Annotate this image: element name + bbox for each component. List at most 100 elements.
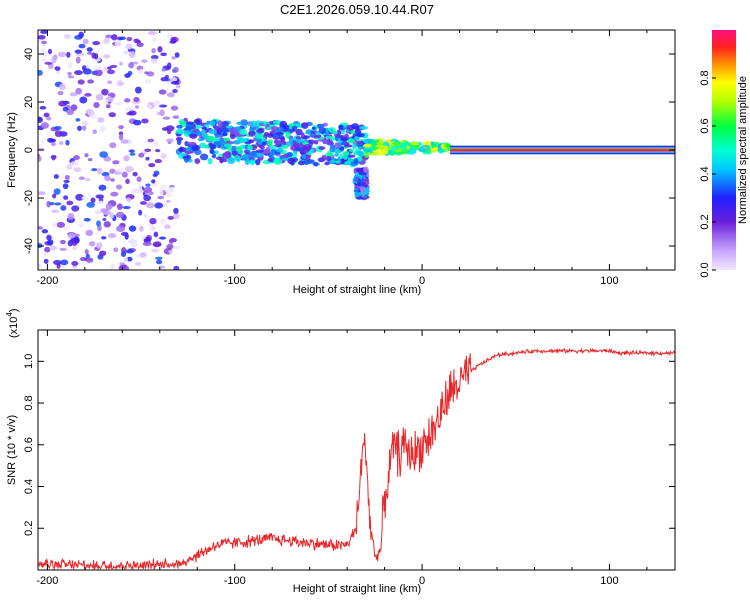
heatmap-cell bbox=[160, 52, 167, 57]
heatmap-cell bbox=[159, 109, 165, 117]
heatmap-cell bbox=[147, 31, 157, 35]
heatmap-cell bbox=[160, 153, 167, 159]
heatmap-cell bbox=[167, 215, 174, 220]
heatmap-cell bbox=[185, 121, 195, 125]
heatmap-cell bbox=[75, 193, 84, 201]
heatmap-cell bbox=[225, 125, 233, 129]
heatmap-cell bbox=[97, 200, 105, 205]
heatmap-cell bbox=[171, 56, 177, 60]
y-tick-label: 0.6 bbox=[23, 437, 35, 452]
heatmap-cell bbox=[235, 146, 243, 152]
x-tick-label: 100 bbox=[600, 575, 618, 587]
heatmap-cell bbox=[133, 96, 140, 103]
heatmap-cell bbox=[153, 231, 159, 238]
heatmap-cell bbox=[103, 221, 111, 228]
heatmap-cell bbox=[160, 76, 169, 82]
heatmap-cell bbox=[91, 52, 96, 59]
heatmap-cell bbox=[105, 104, 111, 109]
heatmap-cell bbox=[83, 217, 91, 222]
heatmap-cell bbox=[86, 201, 96, 208]
heatmap-cell bbox=[54, 125, 62, 131]
heatmap-cell bbox=[274, 143, 283, 148]
heatmap-cell bbox=[123, 50, 128, 55]
heatmap-cell bbox=[86, 47, 93, 52]
heatmap-cell bbox=[82, 38, 89, 45]
heatmap-cell bbox=[152, 37, 157, 43]
heatmap-cell bbox=[175, 84, 181, 89]
heatmap-cell bbox=[169, 184, 175, 188]
heatmap-cell bbox=[91, 168, 98, 172]
heatmap-cell bbox=[107, 80, 113, 84]
heatmap-cell bbox=[390, 146, 398, 151]
heatmap-cell bbox=[99, 125, 106, 132]
heatmap-cell bbox=[85, 177, 91, 182]
heatmap-cell bbox=[227, 157, 236, 165]
heatmap-cell bbox=[211, 153, 217, 159]
heatmap-cell bbox=[40, 30, 49, 35]
heatmap-cell bbox=[43, 251, 49, 257]
heatmap-cell bbox=[92, 129, 97, 135]
heatmap-cell bbox=[357, 196, 364, 200]
heatmap-cell bbox=[43, 258, 49, 264]
heatmap-cell bbox=[150, 54, 159, 60]
heatmap-cell bbox=[287, 157, 295, 165]
heatmap-cell bbox=[125, 43, 133, 50]
heatmap-cell bbox=[38, 242, 43, 249]
heatmap-cell bbox=[92, 41, 101, 46]
heatmap-cell bbox=[126, 197, 132, 203]
heatmap-cell bbox=[118, 133, 124, 141]
heatmap-cell bbox=[74, 70, 83, 76]
colorbar-tick-label: 0.0 bbox=[699, 262, 711, 277]
heatmap-cell bbox=[256, 129, 264, 134]
heatmap-cell bbox=[340, 136, 348, 142]
heatmap-cell bbox=[38, 191, 46, 196]
heatmap-cell bbox=[138, 68, 144, 75]
snr-series-line bbox=[38, 347, 675, 570]
heatmap-cell bbox=[197, 137, 204, 142]
colorbar-label: Normalized spectral amplitude bbox=[737, 76, 749, 224]
heatmap-cell bbox=[217, 120, 223, 128]
heatmap-cell bbox=[347, 138, 355, 144]
heatmap-cell bbox=[184, 140, 189, 147]
heatmap-cell bbox=[124, 165, 134, 173]
heatmap-cell bbox=[144, 148, 152, 153]
heatmap-cell bbox=[166, 128, 172, 135]
heatmap-cell bbox=[303, 144, 312, 151]
heatmap-cell bbox=[222, 132, 228, 137]
heatmap-cell bbox=[56, 221, 66, 228]
heatmap-cell bbox=[63, 195, 69, 200]
heatmap-cell bbox=[313, 162, 319, 167]
y-tick-label: -20 bbox=[23, 190, 35, 206]
colorbar-tick-label: 0.4 bbox=[699, 166, 711, 181]
heatmap-cell bbox=[363, 143, 373, 148]
heatmap-cell bbox=[255, 158, 261, 166]
heatmap-cell bbox=[340, 129, 346, 135]
heatmap-cell bbox=[84, 249, 89, 255]
heatmap-cell bbox=[302, 135, 311, 139]
y-tick-label: 1.0 bbox=[23, 354, 35, 369]
heatmap-cell bbox=[313, 134, 322, 139]
heatmap-cell bbox=[95, 209, 102, 214]
heatmap-cell bbox=[152, 141, 160, 146]
heatmap-cell bbox=[125, 107, 134, 112]
heatmap-cell bbox=[38, 69, 43, 76]
heatmap-cell bbox=[324, 161, 330, 166]
heatmap-cell bbox=[159, 189, 164, 196]
heatmap-cell bbox=[52, 259, 62, 266]
heatmap-cell bbox=[47, 48, 53, 55]
heatmap-cell bbox=[201, 126, 207, 130]
heatmap-cell bbox=[374, 139, 380, 144]
snr-x-label: Height of straight line (km) bbox=[293, 583, 421, 595]
heatmap-cell bbox=[244, 159, 250, 166]
heatmap-cell bbox=[339, 146, 345, 151]
heatmap-cell bbox=[268, 144, 277, 151]
y-tick-label: 0.8 bbox=[23, 395, 35, 410]
heatmap-cell bbox=[431, 147, 438, 153]
heatmap-cell bbox=[158, 89, 167, 95]
heatmap-cell bbox=[143, 213, 148, 218]
heatmap-cell bbox=[297, 160, 306, 166]
y-tick-label: 0 bbox=[23, 147, 35, 153]
heatmap-cell bbox=[144, 71, 149, 75]
heatmap-cell bbox=[150, 248, 160, 253]
heatmap-cell bbox=[276, 131, 284, 136]
